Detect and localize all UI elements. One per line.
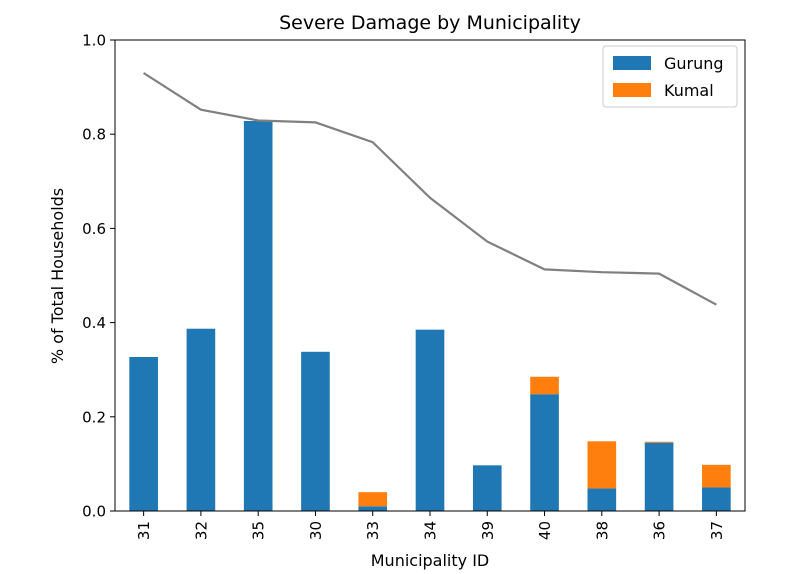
y-tick-label: 0.0 bbox=[82, 503, 106, 521]
bars-group bbox=[129, 121, 731, 512]
x-tick-label: 30 bbox=[307, 521, 325, 540]
legend-label-gurung: Gurung bbox=[664, 54, 724, 73]
bar-gurung-40 bbox=[530, 394, 559, 511]
bar-gurung-30 bbox=[301, 351, 330, 511]
bar-kumal-40 bbox=[530, 376, 559, 395]
x-tick-label: 34 bbox=[422, 521, 440, 540]
bar-gurung-36 bbox=[644, 442, 674, 511]
x-tick-label: 39 bbox=[479, 521, 497, 540]
legend-label-kumal: Kumal bbox=[664, 81, 714, 100]
y-tick-label: 1.0 bbox=[82, 32, 106, 50]
x-tick-label: 35 bbox=[250, 521, 268, 540]
bar-kumal-33 bbox=[358, 492, 388, 507]
bar-gurung-33 bbox=[358, 506, 388, 511]
bar-kumal-38 bbox=[587, 441, 617, 489]
x-tick-label: 38 bbox=[593, 521, 611, 540]
line-layer bbox=[143, 72, 717, 306]
x-tick-label: 33 bbox=[364, 521, 382, 540]
chart-title: Severe Damage by Municipality bbox=[279, 12, 581, 34]
y-tick-label: 0.4 bbox=[82, 314, 106, 332]
y-axis-label: % of Total Households bbox=[48, 188, 67, 364]
total-line bbox=[143, 72, 717, 306]
y-tick-label: 0.8 bbox=[82, 126, 106, 144]
y-tick-label: 0.6 bbox=[82, 220, 106, 238]
bar-gurung-39 bbox=[472, 465, 502, 511]
x-tick-label: 31 bbox=[135, 521, 153, 540]
bar-gurung-34 bbox=[415, 329, 445, 511]
x-tick-label: 36 bbox=[651, 521, 669, 540]
bar-gurung-31 bbox=[129, 356, 158, 511]
legend-swatch-gurung bbox=[613, 56, 651, 70]
y-axis: 0.0 0.2 0.4 0.6 0.8 1.0 bbox=[82, 32, 115, 521]
bar-gurung-38 bbox=[587, 488, 617, 511]
x-axis-label: Municipality ID bbox=[371, 551, 490, 570]
bar-gurung-37 bbox=[702, 487, 731, 511]
bar-kumal-36 bbox=[644, 441, 674, 443]
legend-swatch-kumal bbox=[613, 83, 651, 97]
bar-gurung-35 bbox=[243, 121, 273, 512]
x-tick-label: 40 bbox=[536, 521, 554, 540]
x-axis: 31 32 35 30 33 34 39 40 38 36 37 bbox=[135, 511, 726, 540]
x-tick-label: 32 bbox=[192, 521, 210, 540]
y-tick-label: 0.2 bbox=[82, 408, 106, 426]
legend: Gurung Kumal bbox=[602, 45, 738, 108]
bar-gurung-32 bbox=[186, 328, 216, 511]
bar-kumal-37 bbox=[702, 464, 731, 488]
x-tick-label: 37 bbox=[708, 521, 726, 540]
